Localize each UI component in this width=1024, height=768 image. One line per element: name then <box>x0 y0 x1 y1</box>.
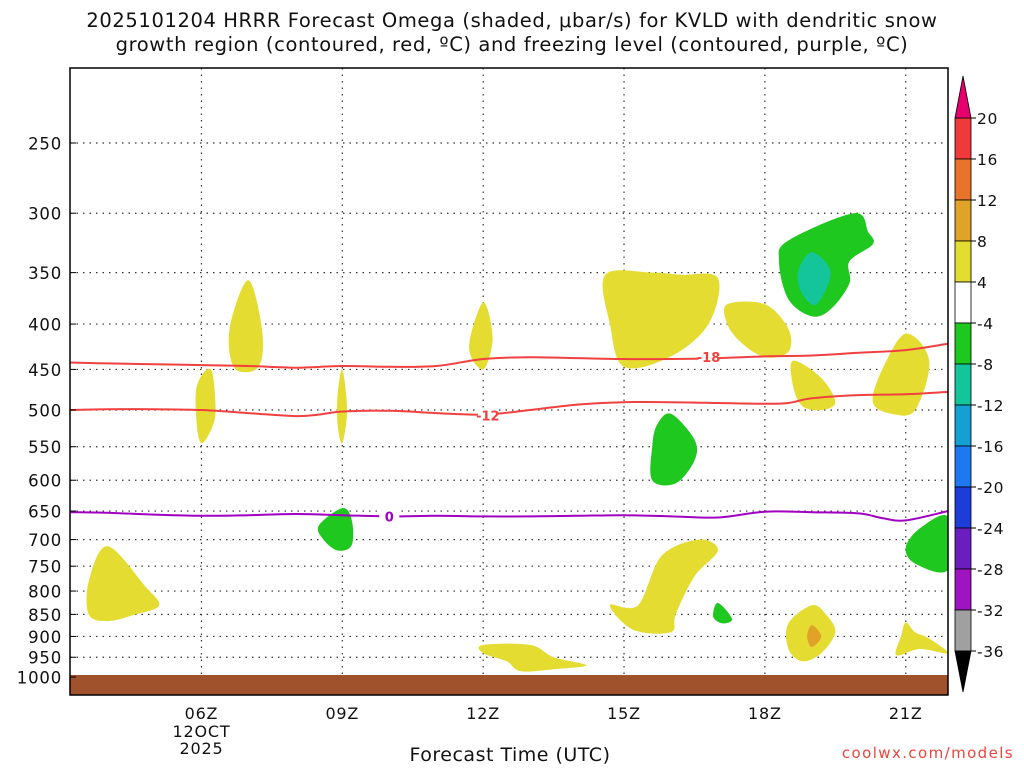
colorbar-label-4: 4 <box>977 274 987 292</box>
plot-frame <box>69 67 949 696</box>
colorbar-label-11: -28 <box>977 561 1004 579</box>
ytick-label-400: 400 <box>28 316 62 335</box>
colorbar-under-triangle <box>954 650 972 693</box>
xtick-label-09Z: 09Z <box>325 704 359 723</box>
colorbar-label-3: 8 <box>977 233 987 251</box>
omega-region-9 <box>609 539 718 634</box>
ytick-label-950: 950 <box>28 649 62 668</box>
contour-line--18 <box>70 342 948 369</box>
chart-title-line-1: 2025101204 HRRR Forecast Omega (shaded, … <box>86 9 938 32</box>
ytick-label-750: 750 <box>28 558 62 577</box>
colorbar-label-12: -32 <box>977 602 1004 620</box>
omega-region-8 <box>86 546 160 622</box>
omega-region-1 <box>195 368 216 444</box>
colorbar-label-6: -8 <box>977 356 994 374</box>
omega-region-3 <box>469 302 493 370</box>
colorbar-swatch-1 <box>954 158 972 201</box>
colorbar-label-9: -20 <box>977 479 1004 497</box>
contour-label--18: -18 <box>697 351 721 366</box>
colorbar-label-5: -4 <box>977 315 994 333</box>
ytick-label-350: 350 <box>28 264 62 283</box>
ytick-label-550: 550 <box>28 438 62 457</box>
colorbar-label-8: -16 <box>977 438 1004 456</box>
omega-region-0 <box>228 280 264 373</box>
ytick-label-600: 600 <box>28 472 62 491</box>
colorbar-label-1: 16 <box>977 151 998 169</box>
omega-region-6 <box>790 360 836 411</box>
xtick-label-12Z: 12Z <box>466 704 500 723</box>
omega-region-11 <box>895 622 948 656</box>
omega-region-7 <box>872 333 930 416</box>
xtick-sublabel-0: 12OCT <box>173 722 231 741</box>
contour-label-bg--12 <box>477 407 498 423</box>
xtick-label-06Z: 06Z <box>185 704 219 723</box>
chart-title-line-2: growth region (contoured, red, ºC) and f… <box>115 33 909 56</box>
ytick-label-800: 800 <box>28 583 62 602</box>
ytick-label-300: 300 <box>28 205 62 224</box>
ytick-label-700: 700 <box>28 531 62 550</box>
colorbar-swatch-11 <box>954 568 972 611</box>
ytick-label-500: 500 <box>28 402 62 421</box>
axes: 250 300 350 400 450 500 550 600 650 700 750 800 850 9… <box>17 135 923 759</box>
colorbar-label-2: 12 <box>977 192 998 210</box>
colorbar-label-0: 20 <box>977 110 998 128</box>
colorbar-swatch-10 <box>954 527 972 570</box>
colorbar-swatch-3 <box>954 240 972 283</box>
colorbar-label-10: -24 <box>977 520 1004 538</box>
ytick-label-650: 650 <box>28 503 62 522</box>
colorbar-swatch-4 <box>954 281 972 324</box>
colorbar-swatch-7 <box>954 404 972 447</box>
omega-region-19 <box>905 515 948 573</box>
ground-surface <box>70 675 948 695</box>
omega-region-12 <box>478 643 587 672</box>
contour-line-0 <box>70 510 948 522</box>
omega-shading <box>86 213 948 672</box>
colorbar-swatch-12 <box>954 609 972 652</box>
source-credit[interactable]: coolwx.com/models <box>841 744 1014 762</box>
colorbar-swatch-9 <box>954 486 972 529</box>
ytick-label-900: 900 <box>28 628 62 647</box>
contour-line--12 <box>70 390 948 418</box>
colorbar-swatch-8 <box>954 445 972 488</box>
omega-region-16 <box>650 413 698 486</box>
colorbar-swatch-2 <box>954 199 972 242</box>
xtick-label-15Z: 15Z <box>607 704 641 723</box>
colorbar-label-7: -12 <box>977 397 1004 415</box>
omega-region-17 <box>317 507 354 551</box>
contour-label-0: 0 <box>385 510 394 525</box>
colorbar: 20 16 12 8 4 -4 -8 -12 -16 -20 -24 -28 -32 -36 <box>954 75 1004 693</box>
contour-label--12: -12 <box>476 409 500 424</box>
xtick-label-21Z: 21Z <box>889 704 923 723</box>
colorbar-label-13: -36 <box>977 643 1004 661</box>
omega-region-13 <box>807 625 822 647</box>
omega-region-18 <box>713 602 733 624</box>
ytick-label-250: 250 <box>28 135 62 154</box>
temperature-contours: -18 -12 0 <box>70 342 948 525</box>
ytick-label-850: 850 <box>28 606 62 625</box>
contour-label-bg-0 <box>379 508 400 524</box>
ytick-label-1000: 1000 <box>17 669 62 688</box>
xtick-sublabel-1: 2025 <box>180 739 224 758</box>
xtick-label-18Z: 18Z <box>748 704 782 723</box>
omega-region-15 <box>797 252 831 306</box>
colorbar-swatch-0 <box>954 117 972 160</box>
x-axis-title: Forecast Time (UTC) <box>409 744 611 766</box>
colorbar-swatch-6 <box>954 363 972 406</box>
omega-region-5 <box>723 301 792 358</box>
omega-region-4 <box>602 270 720 369</box>
omega-region-2 <box>337 369 347 444</box>
ytick-label-450: 450 <box>28 361 62 380</box>
colorbar-over-triangle <box>954 75 972 119</box>
contour-label-bg--18 <box>698 349 719 365</box>
colorbar-swatch-5 <box>954 322 972 365</box>
